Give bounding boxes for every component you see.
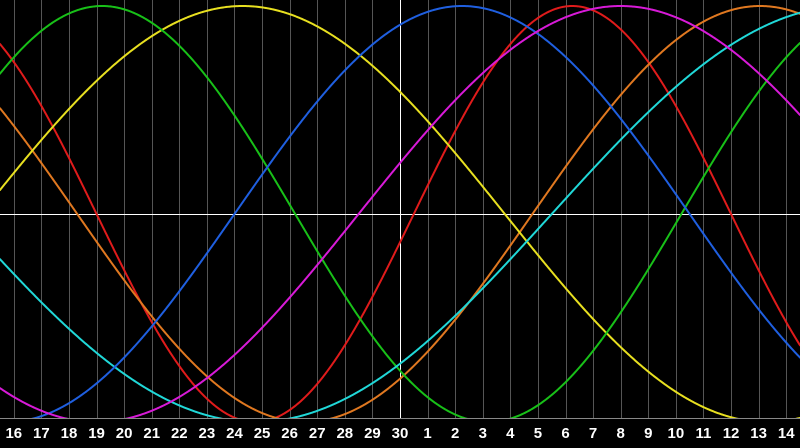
x-axis-tick-label: 22 <box>170 425 188 442</box>
x-axis-tick-label: 5 <box>533 425 543 442</box>
x-axis-tick-label: 20 <box>115 425 133 442</box>
x-axis-tick-label: 28 <box>336 425 354 442</box>
x-axis-tick-label: 29 <box>364 425 381 442</box>
x-axis-tick-label: 13 <box>750 425 767 442</box>
magenta-curve <box>0 5 800 420</box>
x-axis-tick-label: 4 <box>506 425 515 442</box>
x-axis-tick-label: 11 <box>695 425 712 442</box>
chart-canvas <box>0 0 800 420</box>
x-axis-tick-label: 24 <box>226 425 243 442</box>
x-axis-tick-label: 1 <box>423 425 432 442</box>
x-axis-tick-label: 23 <box>198 425 216 442</box>
x-axis-tick-label: 8 <box>616 425 625 442</box>
x-axis-tick-label: 7 <box>588 425 598 442</box>
x-axis-tick-label: 19 <box>88 425 105 442</box>
x-axis-tick-label: 16 <box>5 425 23 442</box>
x-axis-tick-label: 17 <box>33 425 50 442</box>
green-curve <box>0 4 800 420</box>
yellow-curve <box>0 5 800 420</box>
x-axis-tick-label: 14 <box>777 425 795 442</box>
x-axis-tick-label: 18 <box>60 425 78 442</box>
x-axis-tick-label: 3 <box>478 425 487 442</box>
orange-curve <box>0 5 800 420</box>
x-axis-tick-label: 25 <box>253 425 271 442</box>
x-axis-tick-label: 6 <box>561 425 570 442</box>
red-curve <box>0 5 800 420</box>
x-axis-tick-label: 10 <box>667 425 685 442</box>
x-axis-tick-label: 21 <box>143 425 161 442</box>
x-axis-tick-label: 27 <box>308 425 326 442</box>
blue-curve <box>21 5 800 420</box>
x-axis-tick-label: 30 <box>391 425 409 442</box>
x-axis-tick-label: 2 <box>451 425 460 442</box>
curve-group <box>0 4 800 420</box>
chart-plot-area <box>0 0 800 420</box>
x-axis-label-strip: 16 17 18 19 20 21 22 23 24 25 26 27 28 29 30 1 2 3 4 5 6 7 8 9 1… <box>0 419 800 448</box>
cyan-curve <box>0 11 800 420</box>
x-axis-tick-label: 26 <box>281 425 298 442</box>
x-axis-tick-label: 12 <box>722 425 740 442</box>
x-axis-tick-label: 9 <box>644 425 653 442</box>
